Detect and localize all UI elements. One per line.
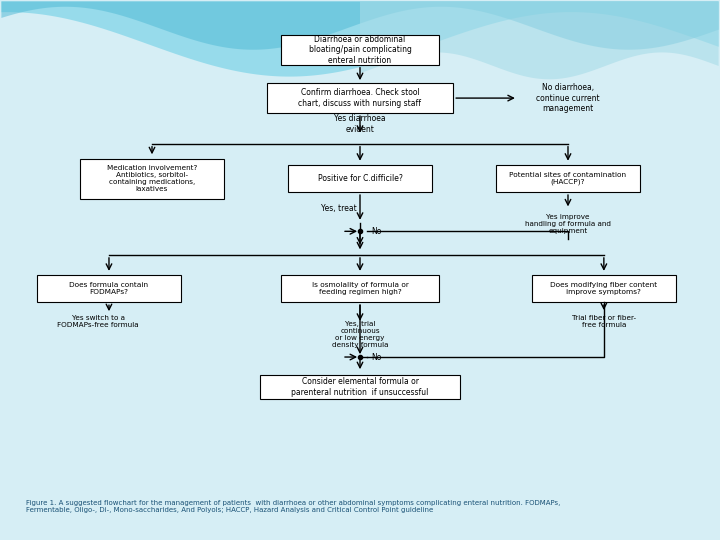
- Text: Does formula contain
FODMAPs?: Does formula contain FODMAPs?: [69, 282, 148, 295]
- PathPatch shape: [1, 2, 719, 50]
- Text: Medication involvement?
Antibiotics, sorbitol-
containing medications,
laxatives: Medication involvement? Antibiotics, sor…: [107, 165, 197, 192]
- Text: Does modifying fiber content
improve symptoms?: Does modifying fiber content improve sym…: [550, 282, 657, 295]
- Text: Figure 1. A suggested flowchart for the management of patients  with diarrhoea o: Figure 1. A suggested flowchart for the …: [27, 500, 561, 513]
- Text: Diarrhoea or abdominal
bloating/pain complicating
enteral nutrition: Diarrhoea or abdominal bloating/pain com…: [309, 35, 411, 65]
- PathPatch shape: [1, 2, 719, 77]
- Text: No diarrhoea,
continue current
management: No diarrhoea, continue current managemen…: [536, 83, 600, 113]
- Text: Positive for C.difficile?: Positive for C.difficile?: [318, 174, 402, 183]
- FancyBboxPatch shape: [260, 375, 460, 399]
- Text: No: No: [371, 227, 381, 236]
- Text: No: No: [371, 353, 381, 362]
- Text: Consider elemental formula or
parenteral nutrition  if unsuccessful: Consider elemental formula or parenteral…: [292, 377, 428, 397]
- FancyBboxPatch shape: [267, 83, 453, 113]
- PathPatch shape: [360, 2, 719, 79]
- FancyBboxPatch shape: [532, 275, 675, 302]
- Text: Is osmolality of formula or
feeding regimen high?: Is osmolality of formula or feeding regi…: [312, 282, 408, 295]
- FancyBboxPatch shape: [81, 159, 224, 199]
- Text: Trial fiber or fiber-
free formula: Trial fiber or fiber- free formula: [572, 314, 636, 328]
- Text: Potential sites of contamination
(HACCP)?: Potential sites of contamination (HACCP)…: [510, 172, 626, 185]
- FancyBboxPatch shape: [281, 35, 439, 64]
- FancyBboxPatch shape: [496, 165, 639, 192]
- Text: Yes, trial
continuous
or low energy
density formula: Yes, trial continuous or low energy dens…: [332, 321, 388, 348]
- Text: Yes improve
handling of formula and
equipment: Yes improve handling of formula and equi…: [525, 214, 611, 234]
- Text: Yes switch to a
FODMAPs-free formula: Yes switch to a FODMAPs-free formula: [58, 314, 139, 328]
- FancyBboxPatch shape: [37, 275, 181, 302]
- FancyBboxPatch shape: [281, 275, 439, 302]
- FancyBboxPatch shape: [288, 165, 432, 192]
- Text: Confirm diarrhoea. Check stool
chart, discuss with nursing staff: Confirm diarrhoea. Check stool chart, di…: [299, 89, 421, 108]
- Text: Yes, treat: Yes, treat: [320, 204, 356, 213]
- Text: Yes diarrhoea
evident: Yes diarrhoea evident: [334, 114, 386, 133]
